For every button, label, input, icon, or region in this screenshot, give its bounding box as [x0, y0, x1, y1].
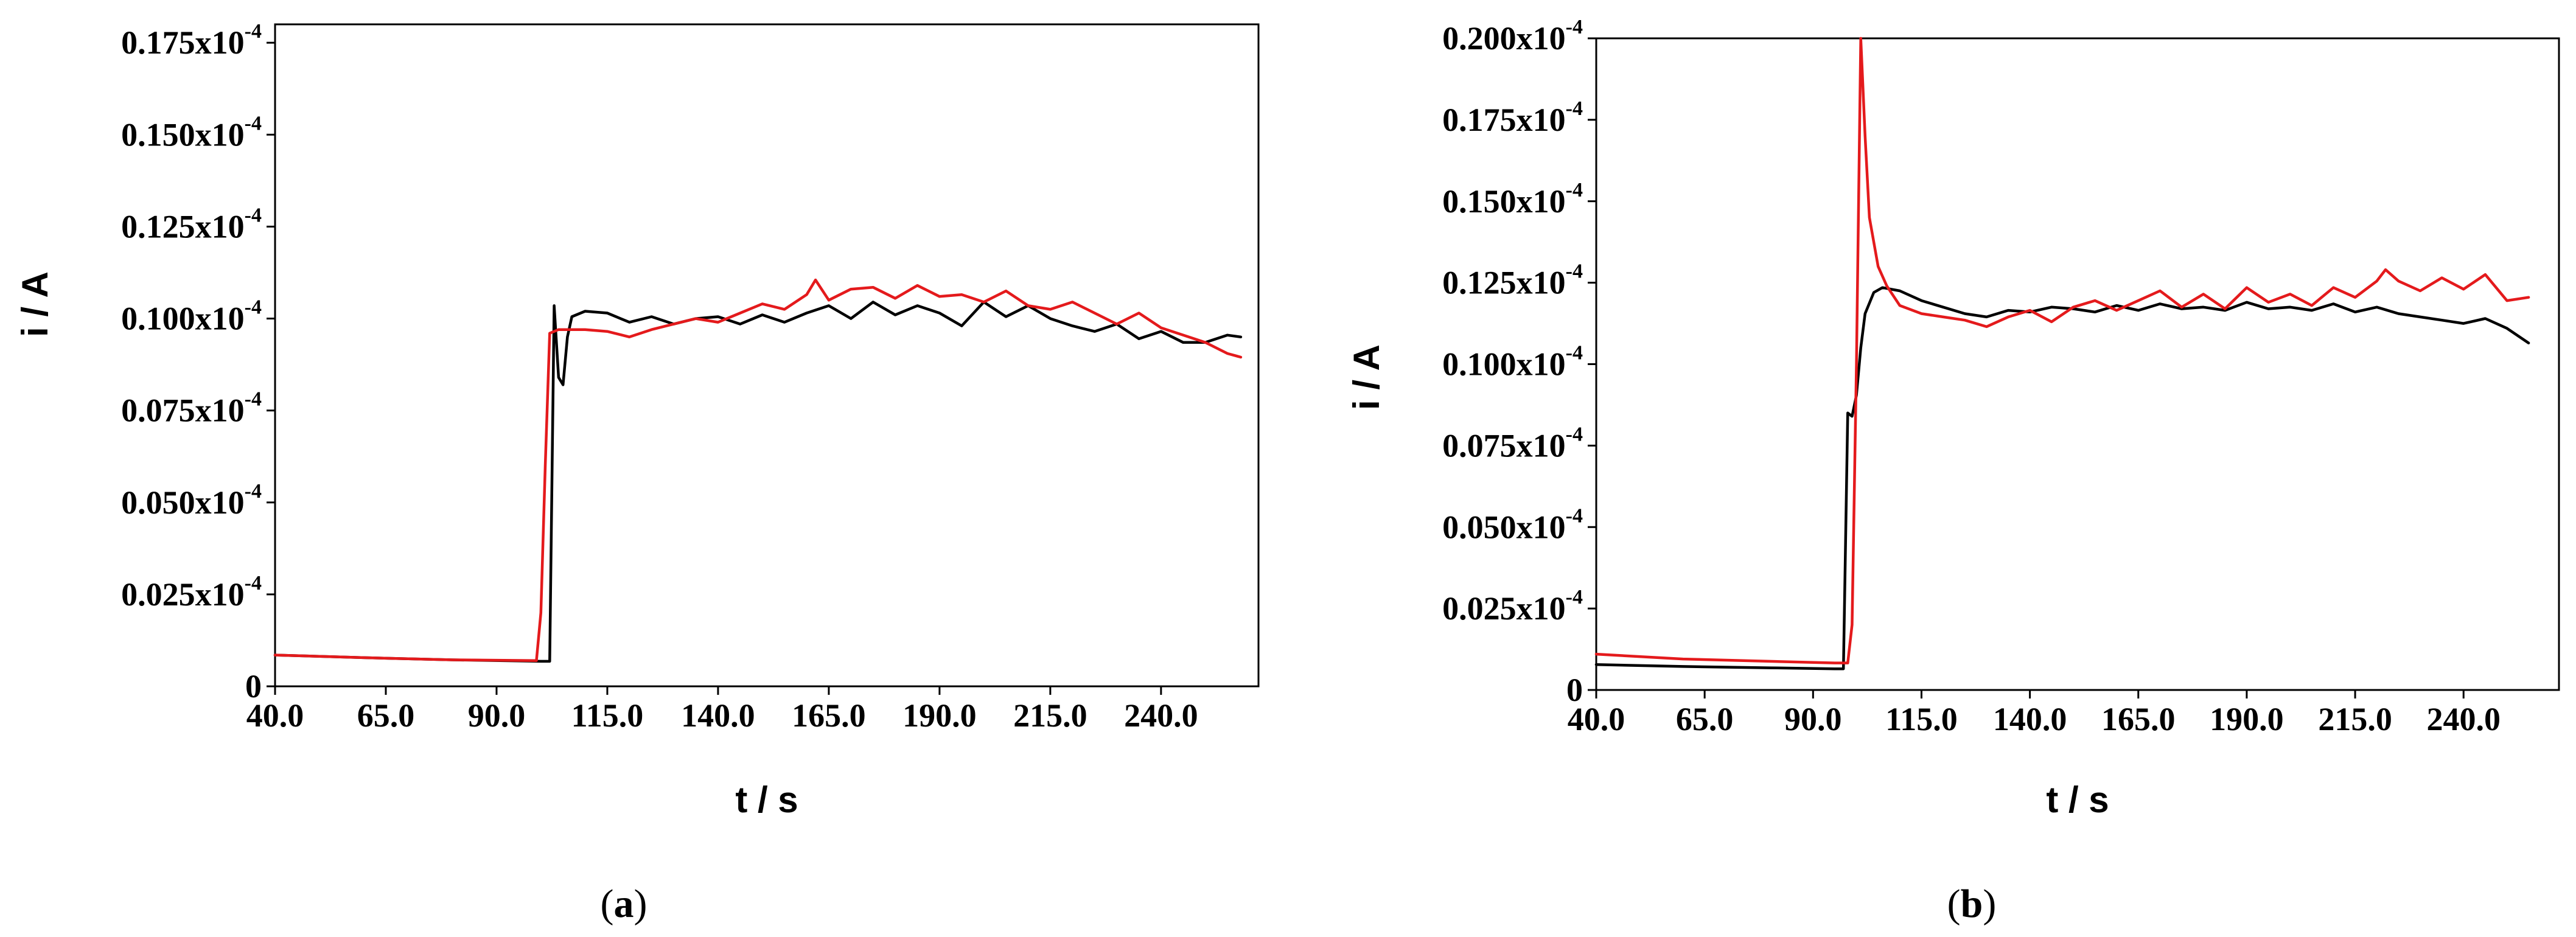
panel-label-a: (a) [601, 882, 647, 926]
plot-frame-b [1595, 37, 2560, 691]
y-tick-label-b: 0.200x10-4 [1442, 16, 1583, 57]
x-tick-label-a: 40.0 [246, 697, 304, 734]
y-tick-label-b: 0 [1566, 672, 1583, 708]
y-tick-label-a: 0.125x10-4 [121, 204, 262, 245]
y-tick-label-b: 0.175x10-4 [1442, 97, 1583, 138]
x-tick-label-b: 90.0 [1784, 701, 1842, 737]
x-tick-label-b: 215.0 [2318, 701, 2392, 737]
chart-panel-a: 40.0 65.0 90.0 115.0 140.0 165.0 190.0 215.0 240… [15, 20, 1260, 926]
y-tick-label-a: 0.150x10-4 [121, 112, 262, 153]
x-tick-label-a: 215.0 [1013, 697, 1087, 734]
x-tick-label-a: 140.0 [681, 697, 755, 734]
x-tick-label-b: 165.0 [2101, 701, 2176, 737]
x-axis-label-b: t / s [2046, 779, 2109, 820]
x-tick-label-a: 165.0 [792, 697, 866, 734]
y-axis-label-b: i / A [1346, 344, 1387, 410]
plot-frame-a [274, 23, 1260, 688]
x-tick-label-b: 115.0 [1885, 701, 1958, 737]
x-tick-label-b: 65.0 [1676, 701, 1734, 737]
x-tick-label-b: 140.0 [1993, 701, 2067, 737]
panel-label-b: (b) [1947, 882, 1997, 926]
y-axis-label-a: i / A [15, 271, 55, 337]
y-tick-label-a: 0.175x10-4 [121, 20, 262, 61]
x-tick-label-b: 40.0 [1568, 701, 1625, 737]
y-tick-label-a: 0.025x10-4 [121, 572, 262, 613]
x-tick-label-b: 240.0 [2426, 701, 2501, 737]
y-tick-label-b: 0.050x10-4 [1442, 504, 1583, 545]
y-tick-label-b: 0.150x10-4 [1442, 179, 1583, 220]
y-tick-label-a: 0.075x10-4 [121, 388, 262, 429]
series-line-b-black [1594, 286, 2530, 671]
y-tick-label-a: 0.050x10-4 [121, 480, 262, 521]
series-line-a-red [273, 278, 1243, 662]
series-line-a-black [273, 301, 1243, 663]
y-tick-label-a: 0 [245, 668, 262, 705]
series-line-b-red [1594, 37, 2530, 664]
y-tick-label-b: 0.125x10-4 [1442, 260, 1583, 301]
x-tick-label-a: 90.0 [468, 697, 526, 734]
y-tick-label-b: 0.025x10-4 [1442, 586, 1583, 627]
y-tick-label-a: 0.100x10-4 [121, 296, 262, 337]
x-tick-label-b: 190.0 [2210, 701, 2284, 737]
x-axis-label-a: t / s [735, 779, 798, 820]
x-tick-label-a: 65.0 [357, 697, 415, 734]
x-tick-label-a: 240.0 [1124, 697, 1198, 734]
y-tick-label-b: 0.100x10-4 [1442, 342, 1583, 383]
x-tick-label-a: 115.0 [571, 697, 644, 734]
y-tick-label-b: 0.075x10-4 [1442, 423, 1583, 464]
chart-panel-b: 40.0 65.0 90.0 115.0 140.0 165.0 190.0 215.0 240… [1346, 16, 2560, 926]
x-tick-label-a: 190.0 [902, 697, 977, 734]
